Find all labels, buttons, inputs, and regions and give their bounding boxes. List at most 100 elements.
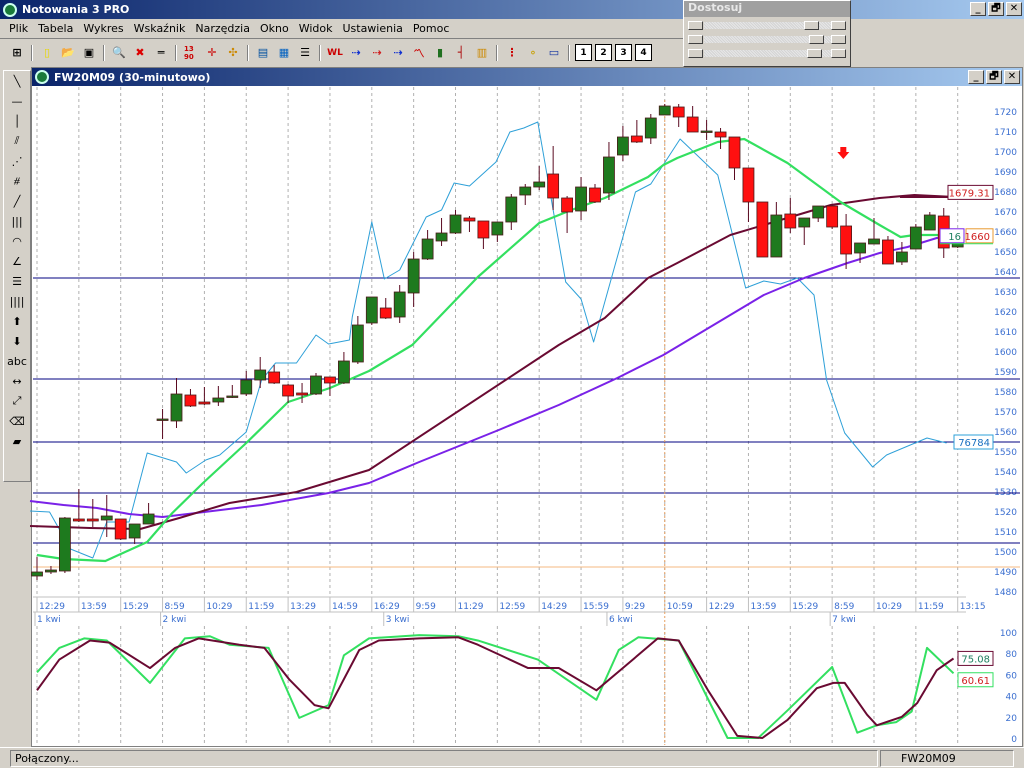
candle xyxy=(603,156,615,194)
arrow-line-button[interactable]: ⇢ xyxy=(347,44,365,62)
status-symbol: FW20M09 xyxy=(880,750,1014,767)
layout-1-button[interactable]: 1 xyxy=(575,44,592,61)
text-icon: abc xyxy=(7,354,27,368)
candle xyxy=(407,258,420,294)
arcs-tool[interactable]: ◠ xyxy=(4,231,30,251)
layout-2-button[interactable]: 2 xyxy=(595,44,612,61)
menu-4[interactable]: Narzędzia xyxy=(195,21,250,35)
toolbar-separator xyxy=(103,44,105,61)
vertical-lines-icon: ||| xyxy=(11,214,23,228)
menu-8[interactable]: Pomoc xyxy=(412,21,450,35)
time-label: 10:29 xyxy=(876,602,902,612)
arrow-up-tool[interactable]: ⬆ xyxy=(4,311,30,331)
eraser-all-tool[interactable]: ▰ xyxy=(4,431,30,451)
line-chart-button[interactable]: 〽 xyxy=(410,44,428,62)
fibonacci-vertical-tool[interactable]: |||| xyxy=(4,291,30,311)
osc-tick-label: 20 xyxy=(1006,714,1018,724)
adjust-slider-2[interactable] xyxy=(688,34,846,45)
fan-icon: ∠ xyxy=(12,254,22,268)
ma-purple-value-box xyxy=(939,228,965,244)
candlestick-button[interactable]: ▥ xyxy=(473,44,491,62)
save-button[interactable]: ▣ xyxy=(80,44,98,62)
numbers-icon: 13 90 xyxy=(184,44,194,61)
open-folder-button[interactable]: 📂 xyxy=(59,44,77,62)
minimize-button[interactable]: _ xyxy=(970,2,986,16)
menu-6[interactable]: Widok xyxy=(298,21,333,35)
time-label: 12:59 xyxy=(499,602,525,612)
toolbar-separator xyxy=(319,44,321,61)
crosshair-alt-button[interactable]: ✣ xyxy=(224,44,242,62)
candle xyxy=(630,135,643,143)
candle xyxy=(268,371,281,384)
numbers-button[interactable]: 13 90 xyxy=(182,44,200,62)
candle xyxy=(212,397,225,403)
eraser-tool[interactable]: ⌫ xyxy=(4,411,30,431)
adjust-slider-1[interactable] xyxy=(688,20,846,31)
fan-tool[interactable]: ∠ xyxy=(4,251,30,271)
traffic-light-button[interactable]: ⋮ xyxy=(503,44,521,62)
menu-3[interactable]: Wskaźnik xyxy=(133,21,186,35)
close-button[interactable]: ✕ xyxy=(1006,2,1022,16)
table-button[interactable]: ▤ xyxy=(254,44,272,62)
add-point-icon: ∘ xyxy=(529,46,537,59)
bar-chart-button[interactable]: ▮ xyxy=(431,44,449,62)
candle xyxy=(240,379,253,395)
chart-restore-button[interactable]: 🗗 xyxy=(986,70,1002,84)
adjust-slider-3[interactable] xyxy=(688,48,846,59)
overlay-value: 76784 xyxy=(958,438,990,449)
candle xyxy=(45,569,57,573)
fan-lines-tool[interactable]: ⋰ xyxy=(4,151,30,171)
line-diagonal-icon: ╲ xyxy=(13,74,21,88)
chart-minimize-button[interactable]: _ xyxy=(968,70,984,84)
zoom-button[interactable]: 🔍 xyxy=(110,44,128,62)
line-diagonal-tool[interactable]: ╲ xyxy=(4,71,30,91)
crosshair-button[interactable]: ✛ xyxy=(203,44,221,62)
grid-button[interactable]: ⊞ xyxy=(8,44,26,62)
zoom-icon: 🔍 xyxy=(112,46,126,59)
menu-5[interactable]: Okno xyxy=(259,21,289,35)
list-button[interactable]: ☰ xyxy=(296,44,314,62)
move-tool[interactable]: ⤢ xyxy=(4,391,30,411)
resize-horizontal-tool[interactable]: ↔ xyxy=(4,371,30,391)
chart-close-button[interactable]: ✕ xyxy=(1004,70,1020,84)
text-tool[interactable]: abc xyxy=(4,351,30,371)
price-tick-label: 1550 xyxy=(994,448,1017,458)
color-grid-button[interactable]: ▦ xyxy=(275,44,293,62)
trendline-tool[interactable]: ╱ xyxy=(4,191,30,211)
dostosuj-title[interactable]: Dostosuj xyxy=(684,1,850,17)
price-tick-label: 1630 xyxy=(994,288,1017,298)
menu-1[interactable]: Tabela xyxy=(38,21,74,35)
time-label: 10:59 xyxy=(667,602,693,612)
toolbar-separator xyxy=(568,44,570,61)
menu-2[interactable]: Wykres xyxy=(83,21,124,35)
gann-tool[interactable]: ⧣ xyxy=(4,171,30,191)
arrow-line-red-button[interactable]: ⇢ xyxy=(368,44,386,62)
line-vertical-tool[interactable]: │ xyxy=(4,111,30,131)
layout-3-button[interactable]: 3 xyxy=(615,44,632,61)
menu-0[interactable]: Plik xyxy=(9,21,29,35)
ohlc-button[interactable]: ┤ xyxy=(452,44,470,62)
menu-7[interactable]: Ustawienia xyxy=(342,21,403,35)
wl-button[interactable]: WL xyxy=(326,44,344,62)
layout-4-button[interactable]: 4 xyxy=(635,44,652,61)
price-tick-label: 1700 xyxy=(994,148,1017,158)
price-tick-label: 1510 xyxy=(994,528,1017,538)
candle xyxy=(617,136,629,156)
parallel-lines-tool[interactable]: ⫽ xyxy=(4,131,30,151)
add-point-button[interactable]: ∘ xyxy=(524,44,542,62)
new-file-button[interactable]: ▯ xyxy=(38,44,56,62)
restore-button[interactable]: 🗗 xyxy=(988,2,1004,16)
add-window-button[interactable]: ▭ xyxy=(545,44,563,62)
candle xyxy=(896,251,908,263)
fibonacci-horizontal-tool[interactable]: ☰ xyxy=(4,271,30,291)
ruler-button[interactable]: ═ xyxy=(152,44,170,62)
osc-green-value: 60.61 xyxy=(961,676,990,687)
arrow-line-blue-button[interactable]: ⇢ xyxy=(389,44,407,62)
delete-button[interactable]: ✖ xyxy=(131,44,149,62)
candle xyxy=(114,518,127,540)
vertical-lines-tool[interactable]: ||| xyxy=(4,211,30,231)
arrow-down-tool[interactable]: ⬇ xyxy=(4,331,30,351)
drawing-toolbar: ╲ — │ ⫽ ⋰ ⧣ ╱ ||| ◠ ∠ ☰ |||| ⬆ ⬇ abc ↔ ⤢ ⌫ ▰ xyxy=(3,70,31,482)
line-horizontal-tool[interactable]: — xyxy=(4,91,30,111)
